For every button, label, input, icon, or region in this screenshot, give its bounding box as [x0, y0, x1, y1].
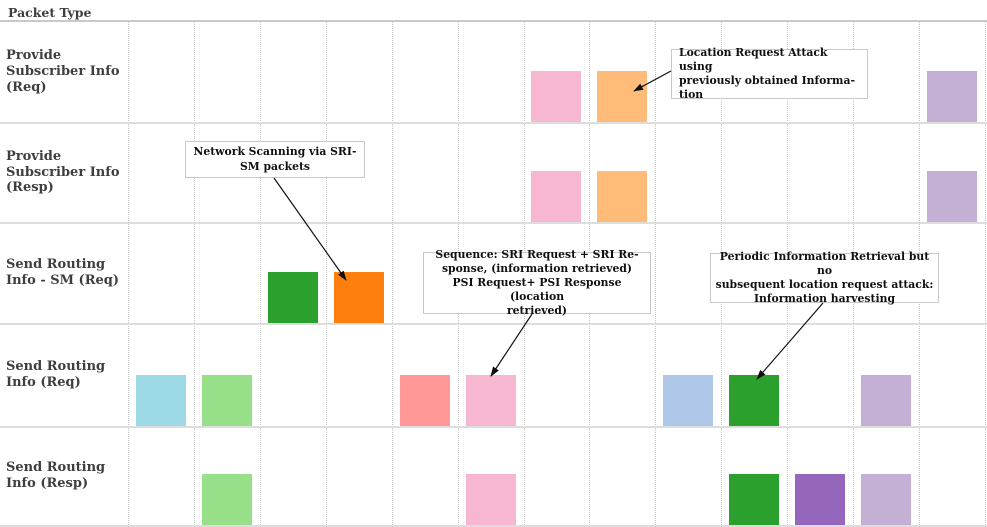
- row-label: Send Routing Info - SM (Req): [6, 257, 120, 288]
- vertical-gridline: [325, 22, 327, 527]
- packet-block-pink: [465, 474, 516, 525]
- row-label: Send Routing Info (Req): [6, 358, 106, 390]
- packet-block-green: [729, 474, 780, 525]
- packet-block-light-orange: [597, 171, 648, 222]
- row-label: Provide Subscriber Info (Req): [6, 48, 120, 96]
- packet-block-light-green: [201, 374, 252, 426]
- annotation-arrow: [273, 177, 347, 281]
- annotation-box: Sequence: SRI Request + SRI Re- sponse, …: [423, 248, 651, 317]
- vertical-gridline: [984, 22, 986, 527]
- vertical-gridline: [655, 22, 657, 527]
- annotation-arrow: [756, 302, 824, 380]
- row-separator-line: [0, 525, 987, 527]
- packet-block-green: [729, 374, 780, 426]
- packet-block-light-purple: [861, 374, 912, 426]
- packet-block-cyan: [135, 374, 186, 426]
- header-divider-line: [0, 20, 987, 22]
- packet-block-pink: [531, 71, 582, 122]
- packet-block-purple: [795, 474, 846, 525]
- annotation-box: Location Request Attack using previously…: [671, 46, 868, 101]
- packet-block-light-purple: [926, 71, 977, 122]
- packet-block-light-orange: [597, 71, 648, 122]
- vertical-gridline: [259, 22, 261, 527]
- packet-block-light-purple: [926, 171, 977, 222]
- vertical-gridline: [193, 22, 195, 527]
- packet-block-pink: [531, 171, 582, 222]
- packet-block-light-purple: [861, 474, 912, 525]
- row-separator-line: [0, 323, 987, 325]
- annotation-box: Network Scanning via SRI- SM packets: [185, 141, 365, 178]
- packet-block-pink: [465, 374, 516, 426]
- annotation-box: Periodic Information Retrieval but no su…: [710, 250, 939, 305]
- row-label: Send Routing Info (Resp): [6, 459, 106, 491]
- vertical-gridline: [128, 22, 129, 527]
- row-separator-line: [0, 222, 987, 224]
- row-label: Provide Subscriber Info (Resp): [6, 148, 120, 196]
- packet-block-light-green: [201, 474, 252, 525]
- vertical-gridline: [391, 22, 393, 527]
- row-separator-line: [0, 425, 987, 428]
- packet-block-orange: [333, 272, 384, 323]
- chart-title: Packet Type: [8, 5, 92, 20]
- packet-block-salmon: [399, 374, 450, 426]
- packet-block-green: [267, 272, 318, 323]
- packet-block-periwinkle: [663, 374, 714, 426]
- row-separator-line: [0, 122, 987, 124]
